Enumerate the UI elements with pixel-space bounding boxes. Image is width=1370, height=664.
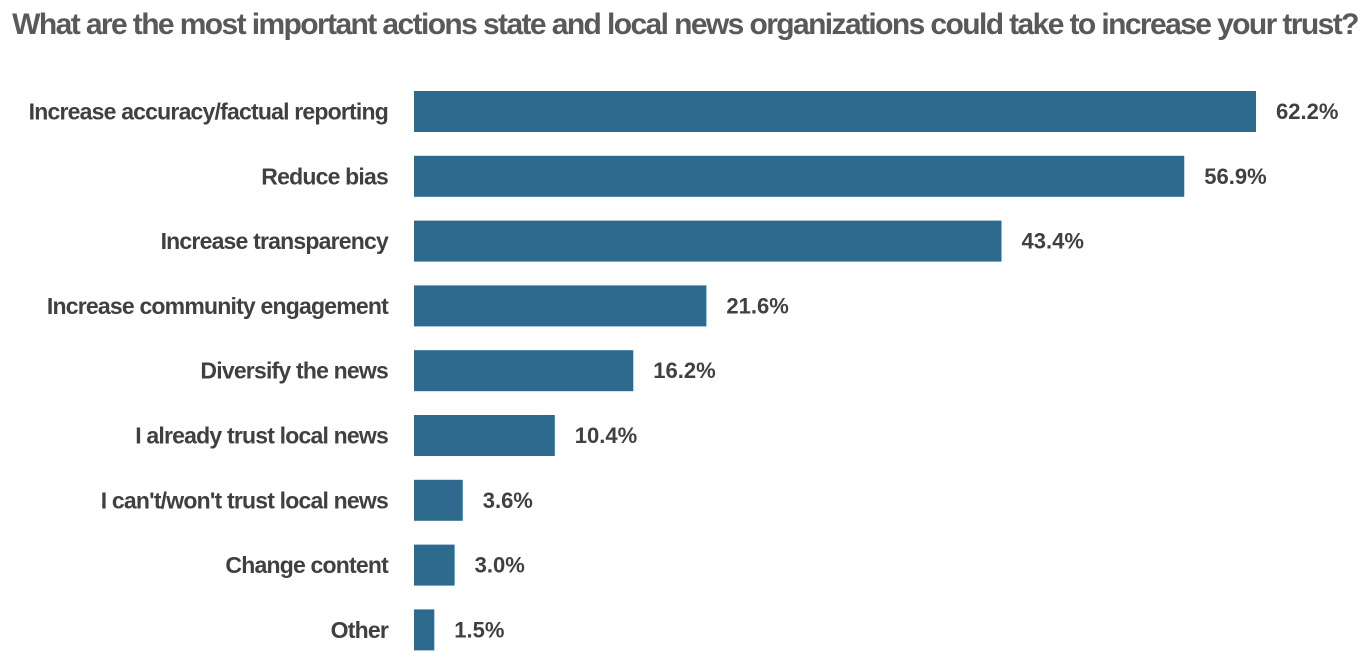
category-label-7: I can't/won't trust local news (101, 487, 388, 513)
value-label-5: 16.2% (653, 358, 715, 383)
bar-2 (414, 155, 1185, 197)
bar-6 (414, 415, 555, 456)
value-label-4: 21.6% (726, 293, 788, 318)
category-label-1: Increase accuracy/factual reporting (29, 99, 388, 125)
bar-7 (414, 479, 463, 521)
category-label-3: Increase transparency (161, 228, 389, 254)
bar-8 (414, 544, 455, 586)
category-label-8: Change content (225, 552, 389, 578)
value-label-2: 56.9% (1204, 164, 1266, 189)
value-label-1: 62.2% (1276, 99, 1338, 124)
value-label-6: 10.4% (575, 423, 637, 448)
bar-5 (414, 350, 634, 392)
value-label-9: 1.5% (454, 617, 504, 642)
chart-title: What are the most important actions stat… (12, 8, 1359, 41)
category-label-9: Other (331, 617, 389, 643)
bar-9 (414, 609, 435, 651)
bar-3 (414, 220, 1002, 262)
bar-1 (414, 91, 1256, 132)
category-label-6: I already trust local news (135, 423, 388, 449)
category-label-2: Reduce bias (261, 163, 388, 189)
value-label-8: 3.0% (475, 553, 525, 578)
category-label-5: Diversify the news (200, 358, 388, 384)
bar-4 (414, 285, 707, 327)
category-label-4: Increase community engagement (47, 293, 389, 319)
value-label-3: 43.4% (1022, 229, 1084, 254)
value-label-7: 3.6% (483, 488, 533, 513)
